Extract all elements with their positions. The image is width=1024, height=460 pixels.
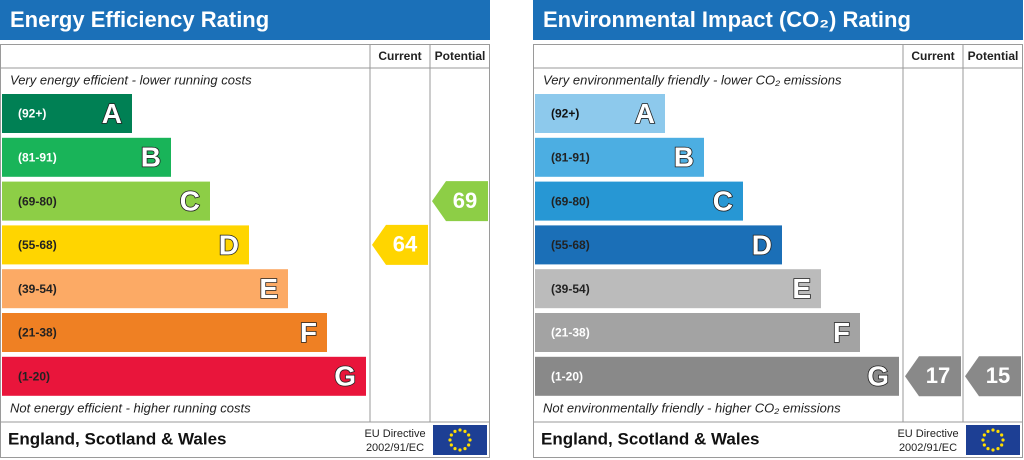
title-bar xyxy=(533,0,1023,40)
band-letter: F xyxy=(300,317,317,348)
band xyxy=(2,313,327,352)
flag-star xyxy=(463,447,467,451)
flag-star xyxy=(981,438,985,442)
potential-score: 69 xyxy=(453,188,477,213)
band-range: (81-91) xyxy=(551,150,590,164)
flag-star xyxy=(986,429,990,433)
band-letter: B xyxy=(141,142,161,173)
band-range: (55-68) xyxy=(551,238,590,252)
flag-star xyxy=(458,448,462,452)
band xyxy=(2,137,171,177)
flag-star xyxy=(982,433,986,437)
title-bar xyxy=(0,0,490,40)
bottom-note: Not energy efficient - higher running co… xyxy=(10,400,251,415)
flag-star xyxy=(1000,443,1004,447)
column-header: Current xyxy=(378,49,421,63)
band-letter: E xyxy=(792,273,811,304)
flag-star xyxy=(991,448,995,452)
directive: 2002/91/EC xyxy=(366,442,424,454)
flag-star xyxy=(458,428,462,432)
band-letter: A xyxy=(635,98,655,129)
current-arrow xyxy=(905,356,961,397)
current-arrow xyxy=(372,224,428,265)
band-range: (1-20) xyxy=(18,369,50,383)
region: England, Scotland & Wales xyxy=(8,429,227,448)
band-range: (21-38) xyxy=(551,326,590,340)
flag-star xyxy=(991,428,995,432)
panel-title: Environmental Impact (CO₂) Rating xyxy=(543,7,911,32)
band-letter: E xyxy=(259,273,278,304)
current-score: 64 xyxy=(393,232,418,257)
band xyxy=(2,181,210,221)
band-range: (69-80) xyxy=(18,194,57,208)
band-range: (39-54) xyxy=(551,282,590,296)
flag-star xyxy=(996,447,1000,451)
top-note: Very energy efficient - lower running co… xyxy=(10,72,252,87)
band-range: (81-91) xyxy=(18,150,57,164)
band-letter: D xyxy=(219,229,239,260)
rating-panel: Energy Efficiency Rating Current Potential… xyxy=(0,0,490,458)
band-letter: B xyxy=(674,142,694,173)
potential-arrow xyxy=(432,181,488,222)
flag-star xyxy=(996,429,1000,433)
band xyxy=(2,225,249,265)
current-score: 17 xyxy=(926,363,950,388)
flag-star xyxy=(982,443,986,447)
band xyxy=(535,137,704,177)
band-range: (21-38) xyxy=(18,326,57,340)
flag-star xyxy=(1000,433,1004,437)
rating-panel: Environmental Impact (CO₂) Rating Current… xyxy=(533,0,1023,458)
band-range: (69-80) xyxy=(551,194,590,208)
flag-star xyxy=(449,433,453,437)
flag-star xyxy=(449,443,453,447)
directive: EU Directive xyxy=(897,428,958,440)
potential-score: 15 xyxy=(986,363,1010,388)
frame xyxy=(533,44,1023,458)
band-range: (1-20) xyxy=(551,369,583,383)
band xyxy=(2,356,366,396)
band xyxy=(535,225,782,265)
band-range: (92+) xyxy=(18,107,46,121)
band-range: (92+) xyxy=(551,107,579,121)
bottom-note: Not environmentally friendly - higher CO… xyxy=(543,400,841,415)
flag-star xyxy=(453,447,457,451)
band-letter: C xyxy=(713,185,733,216)
band-range: (39-54) xyxy=(18,282,57,296)
band-letter: A xyxy=(102,98,122,129)
band-letter: D xyxy=(752,229,772,260)
directive: 2002/91/EC xyxy=(899,442,957,454)
flag-star xyxy=(467,433,471,437)
frame xyxy=(0,44,490,458)
band xyxy=(535,181,743,221)
potential-arrow xyxy=(965,356,1021,397)
band xyxy=(2,269,288,309)
band-letter: C xyxy=(180,185,200,216)
band xyxy=(535,356,899,396)
flag-star xyxy=(448,438,452,442)
flag-star xyxy=(468,438,472,442)
flag-star xyxy=(1001,438,1005,442)
column-header: Current xyxy=(911,49,954,63)
panel-title: Energy Efficiency Rating xyxy=(10,7,269,32)
band xyxy=(535,269,821,309)
band-range: (55-68) xyxy=(18,238,57,252)
band-letter: G xyxy=(867,361,889,392)
top-note: Very environmentally friendly - lower CO… xyxy=(543,72,842,87)
flag-star xyxy=(463,429,467,433)
band-letter: G xyxy=(334,361,356,392)
band-letter: F xyxy=(833,317,850,348)
flag-star xyxy=(467,443,471,447)
band xyxy=(535,94,665,133)
band xyxy=(535,313,860,352)
flag-star xyxy=(986,447,990,451)
band xyxy=(2,94,132,133)
column-header: Potential xyxy=(435,49,486,63)
region: England, Scotland & Wales xyxy=(541,429,760,448)
directive: EU Directive xyxy=(364,428,425,440)
column-header: Potential xyxy=(968,49,1019,63)
flag-star xyxy=(453,429,457,433)
